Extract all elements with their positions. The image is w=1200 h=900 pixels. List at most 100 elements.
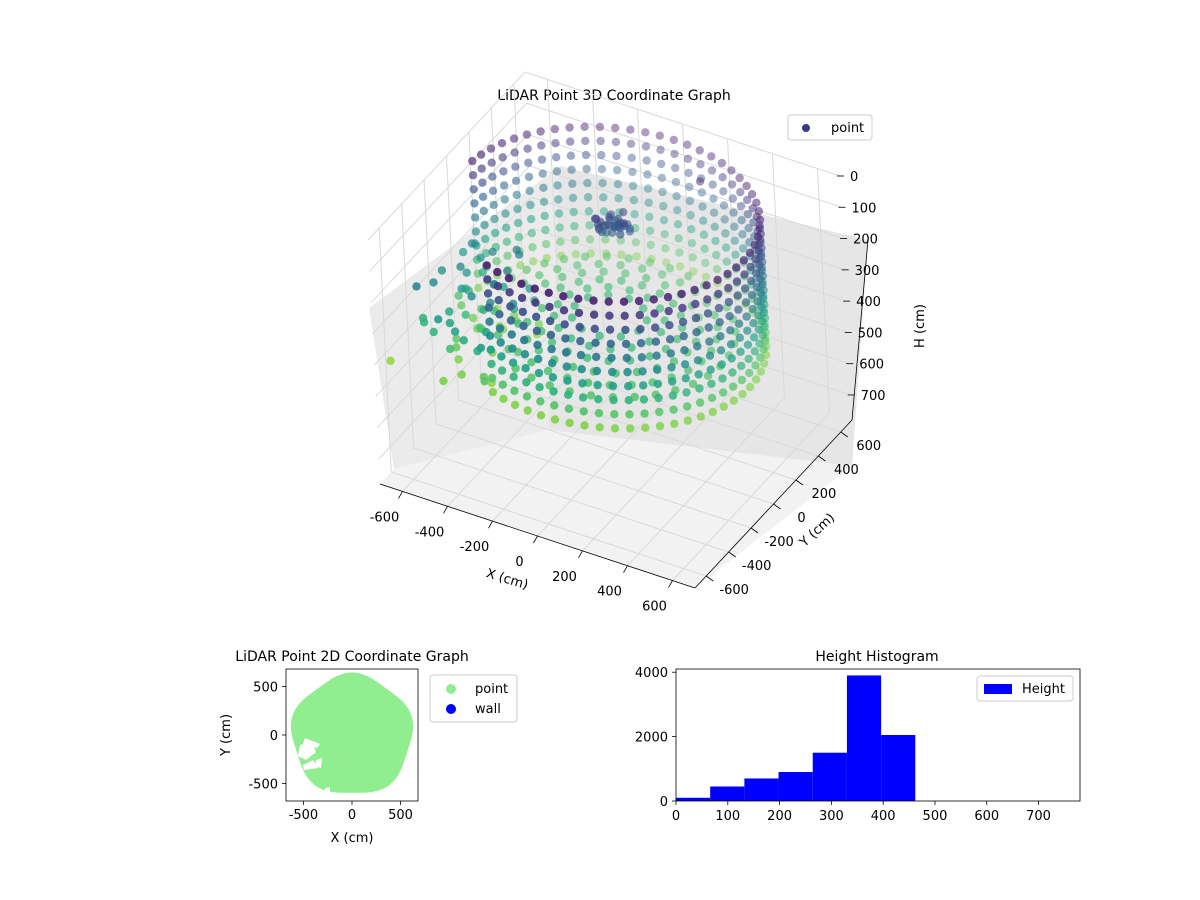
lidar-point — [607, 353, 616, 363]
lidar-point — [671, 177, 681, 187]
lidar-point — [748, 304, 757, 314]
lidar-point — [480, 220, 489, 230]
lidar-point — [546, 330, 556, 340]
legend-3d-label: point — [831, 121, 864, 136]
lidar-point — [683, 154, 693, 163]
lidar-point — [642, 273, 651, 283]
grid-left-y — [423, 179, 437, 425]
lidar-point — [574, 294, 583, 303]
lidar-point — [637, 281, 647, 290]
x-tick-label: 400 — [597, 585, 622, 600]
lidar-point — [628, 167, 637, 177]
lidar-point — [597, 165, 607, 174]
lidar-point — [688, 253, 697, 262]
lidar-point — [643, 184, 653, 193]
lidar-point — [567, 165, 576, 174]
lidar-point — [661, 244, 670, 253]
lidar-point — [696, 160, 705, 169]
lidar-point — [522, 130, 532, 139]
lidar-point — [608, 381, 618, 391]
lidar-point — [522, 265, 531, 275]
lidar-point — [601, 235, 610, 244]
lidar-point — [480, 377, 489, 386]
lidar-point — [660, 281, 670, 290]
lidar-point — [727, 354, 736, 363]
lidar-point — [641, 423, 650, 432]
lidar-point — [527, 358, 536, 367]
lidar-point — [743, 209, 753, 219]
lidar-point — [556, 283, 565, 292]
lidar-point — [752, 198, 761, 207]
lidar-point — [736, 201, 746, 211]
grid-back-x — [547, 79, 560, 324]
lidar-point — [616, 260, 625, 270]
lidar-point — [614, 194, 623, 203]
lidar-point — [751, 268, 761, 278]
lidar-point — [486, 144, 496, 153]
lidar-point — [582, 164, 591, 174]
lidar-point — [631, 238, 641, 247]
lidar-point — [731, 250, 740, 259]
y-tick-label: -200 — [764, 535, 794, 550]
lidar-point — [679, 331, 688, 341]
lidar-point — [604, 282, 613, 292]
lidar-point — [547, 344, 556, 354]
lidar-point — [723, 269, 732, 279]
y-tick-label: 0 — [660, 795, 668, 810]
lidar-point — [712, 250, 721, 260]
lidar-point — [694, 370, 703, 379]
lidar-point — [717, 158, 727, 168]
lidar-point — [594, 395, 603, 404]
grid-left-y — [401, 203, 415, 449]
x-tick-label: 200 — [767, 809, 792, 824]
lidar-point — [628, 181, 638, 191]
lidar-point — [486, 345, 495, 354]
lidar-point — [651, 337, 661, 346]
lidar-point — [728, 382, 738, 391]
lidar-point — [625, 286, 634, 295]
lidar-point — [754, 325, 763, 334]
lidar-point — [540, 259, 549, 268]
lidar-point — [625, 410, 634, 419]
lidar-point — [655, 304, 665, 313]
lidar-point — [641, 128, 650, 137]
floor-pane — [380, 430, 852, 588]
lidar-point — [583, 193, 593, 202]
lidar-point — [513, 204, 522, 214]
lidar-point — [734, 305, 743, 314]
histogram-bar — [744, 778, 779, 801]
lidar-point — [735, 333, 744, 342]
lidar-point — [685, 182, 694, 192]
lidar-point — [483, 275, 492, 284]
lidar-point — [742, 181, 751, 191]
lidar-point — [688, 379, 698, 389]
x-tick-label: -500 — [289, 808, 319, 823]
legend-histogram: Height — [976, 675, 1074, 702]
x-tick — [623, 565, 628, 573]
lidar-point — [559, 306, 569, 315]
lidar-point — [467, 292, 476, 301]
lidar-point — [450, 327, 460, 336]
lidar-point — [645, 258, 655, 267]
lidar-point — [624, 382, 633, 391]
lidar-point — [533, 340, 542, 350]
histogram-bars — [676, 675, 916, 801]
lidar-point — [724, 297, 734, 307]
lidar-point — [687, 239, 697, 248]
lidar-point — [595, 331, 604, 340]
y-tick — [795, 479, 804, 486]
lidar-point — [611, 123, 620, 133]
point-cloud — [386, 122, 771, 433]
lidar-point — [569, 207, 578, 217]
lidar-point — [680, 346, 689, 355]
grid-floor-y — [458, 399, 774, 505]
lidar-point — [386, 356, 395, 365]
lidar-point — [478, 192, 488, 201]
lidar-point — [740, 270, 749, 279]
lidar-point — [559, 292, 568, 301]
lidar-point — [743, 340, 753, 349]
lidar-point — [594, 259, 603, 269]
grid-floor-y — [480, 375, 797, 481]
lidar-point — [675, 248, 684, 257]
lidar-point — [719, 187, 728, 196]
